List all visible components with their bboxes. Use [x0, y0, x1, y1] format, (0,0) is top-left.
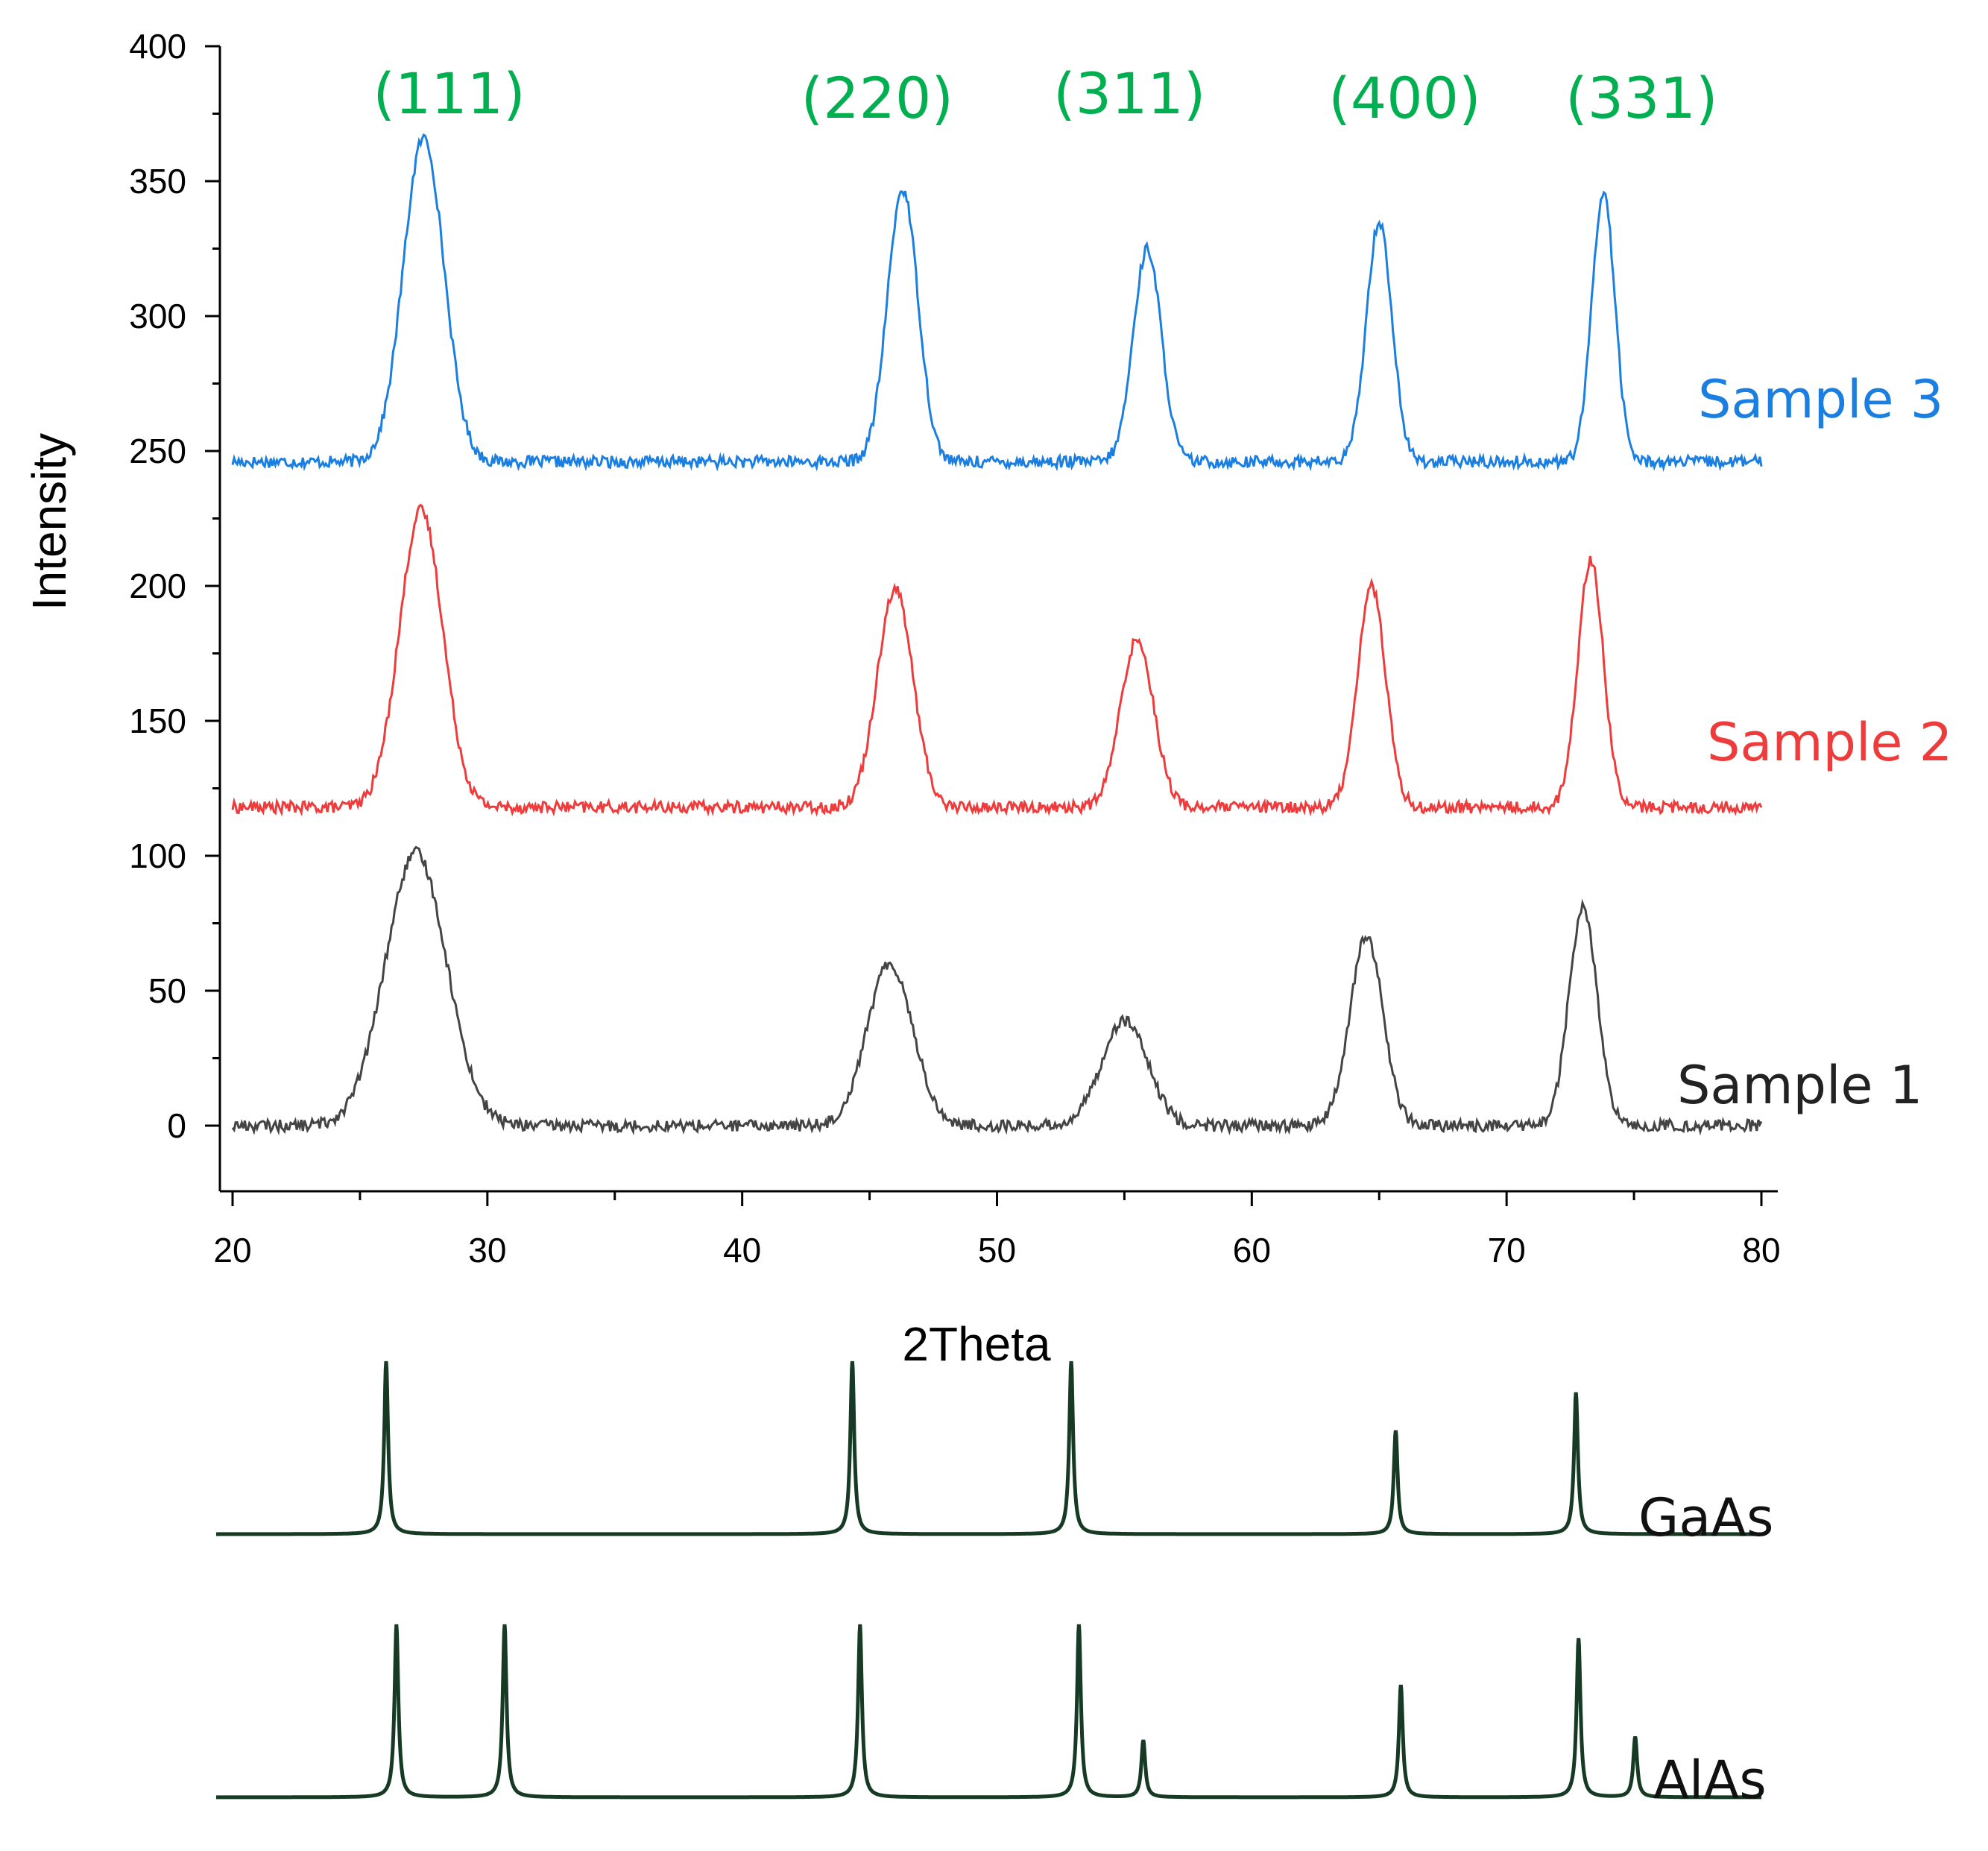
reference-patterns: GaAs AlAs [216, 1360, 1774, 1811]
x-ticks: 20 30 40 50 60 70 80 [213, 1191, 1781, 1270]
reference-line-gaas [216, 1360, 1761, 1536]
x-tick-label-50: 50 [978, 1231, 1016, 1270]
y-tick-label-150: 150 [129, 701, 186, 740]
peak-label-311: (311) [1053, 60, 1205, 127]
x-axis-title: 2Theta [902, 1317, 1051, 1371]
peak-label-220: (220) [801, 65, 953, 131]
reference-label-gaas: GaAs [1638, 1487, 1774, 1548]
series-label-sample-1: Sample 1 [1677, 1055, 1922, 1116]
series-label-sample-3: Sample 3 [1698, 369, 1943, 430]
x-tick-label-70: 70 [1488, 1231, 1526, 1270]
peak-label-400: (400) [1328, 65, 1480, 131]
y-tick-label-250: 250 [129, 432, 186, 470]
x-tick-label-60: 60 [1233, 1231, 1271, 1270]
peak-labels: (111) (220) (311) (400) (331) [373, 60, 1717, 131]
y-tick-label-0: 0 [167, 1106, 186, 1145]
x-tick-label-40: 40 [723, 1231, 761, 1270]
y-tick-label-400: 400 [129, 27, 186, 66]
series-label-sample-2: Sample 2 [1707, 712, 1952, 773]
y-ticks: 0 50 100 150 200 250 300 350 400 [129, 27, 220, 1145]
main-chart-axes [218, 46, 1778, 1193]
peak-label-111: (111) [373, 60, 525, 127]
series-line-sample-2 [231, 503, 1763, 817]
reference-line-alas [216, 1624, 1761, 1800]
y-tick-label-350: 350 [129, 162, 186, 201]
series-lines [231, 133, 1763, 1136]
x-tick-label-80: 80 [1742, 1231, 1780, 1270]
series-line-sample-3 [231, 133, 1763, 473]
peak-label-331: (331) [1565, 65, 1717, 131]
y-tick-label-200: 200 [129, 567, 186, 605]
series-line-sample-1 [231, 845, 1763, 1136]
reference-label-alas: AlAs [1653, 1750, 1767, 1811]
y-tick-label-300: 300 [129, 297, 186, 335]
x-tick-label-30: 30 [468, 1231, 506, 1270]
y-tick-label-100: 100 [129, 836, 186, 875]
y-axis-title: Intensity [22, 433, 76, 611]
y-tick-label-50: 50 [148, 971, 186, 1010]
series-labels: Sample 3 Sample 2 Sample 1 [1677, 369, 1952, 1116]
x-tick-label-20: 20 [213, 1231, 251, 1270]
